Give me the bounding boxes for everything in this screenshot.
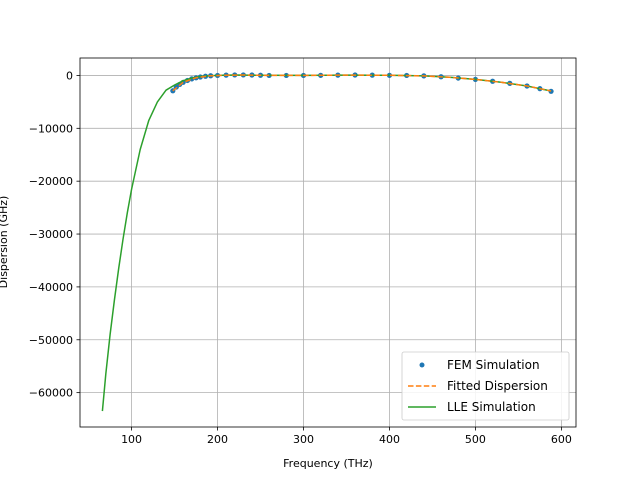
plot-series [101,72,554,412]
y-tick-label: 0 [66,69,73,82]
y-tick-label: −50000 [29,334,73,347]
x-tick-label: 200 [207,433,228,446]
y-axis-label: Dispersion (GHz) [0,196,10,289]
y-tick-label: −30000 [29,228,73,241]
y-tick-label: −60000 [29,387,73,400]
x-tick-label: 300 [293,433,314,446]
y-tick-label: −40000 [29,281,73,294]
legend-label-fitted-dispersion: Fitted Dispersion [447,379,548,393]
legend-label-lle-simulation: LLE Simulation [447,400,536,414]
plot-frame [79,57,577,428]
legend-marker-fem-simulation [419,362,425,368]
x-tick-label: 600 [551,433,572,446]
y-tick-label: −20000 [29,175,73,188]
x-tick-label: 500 [465,433,486,446]
legend-box [401,351,570,421]
legend-label-fem-simulation: FEM Simulation [447,358,540,372]
axis-ticks: 100 200 300 400 500 600 0 −10000 −20000 −30000 −40… [29,69,572,446]
x-axis-label: Frequency (THz) [283,457,373,470]
y-tick-label: −10000 [29,122,73,135]
x-tick-label: 400 [379,433,400,446]
legend: FEM Simulation Fitted Dispersion LLE Sim… [401,351,570,421]
x-tick-label: 100 [121,433,142,446]
series-line-fitted-dispersion [172,74,552,92]
